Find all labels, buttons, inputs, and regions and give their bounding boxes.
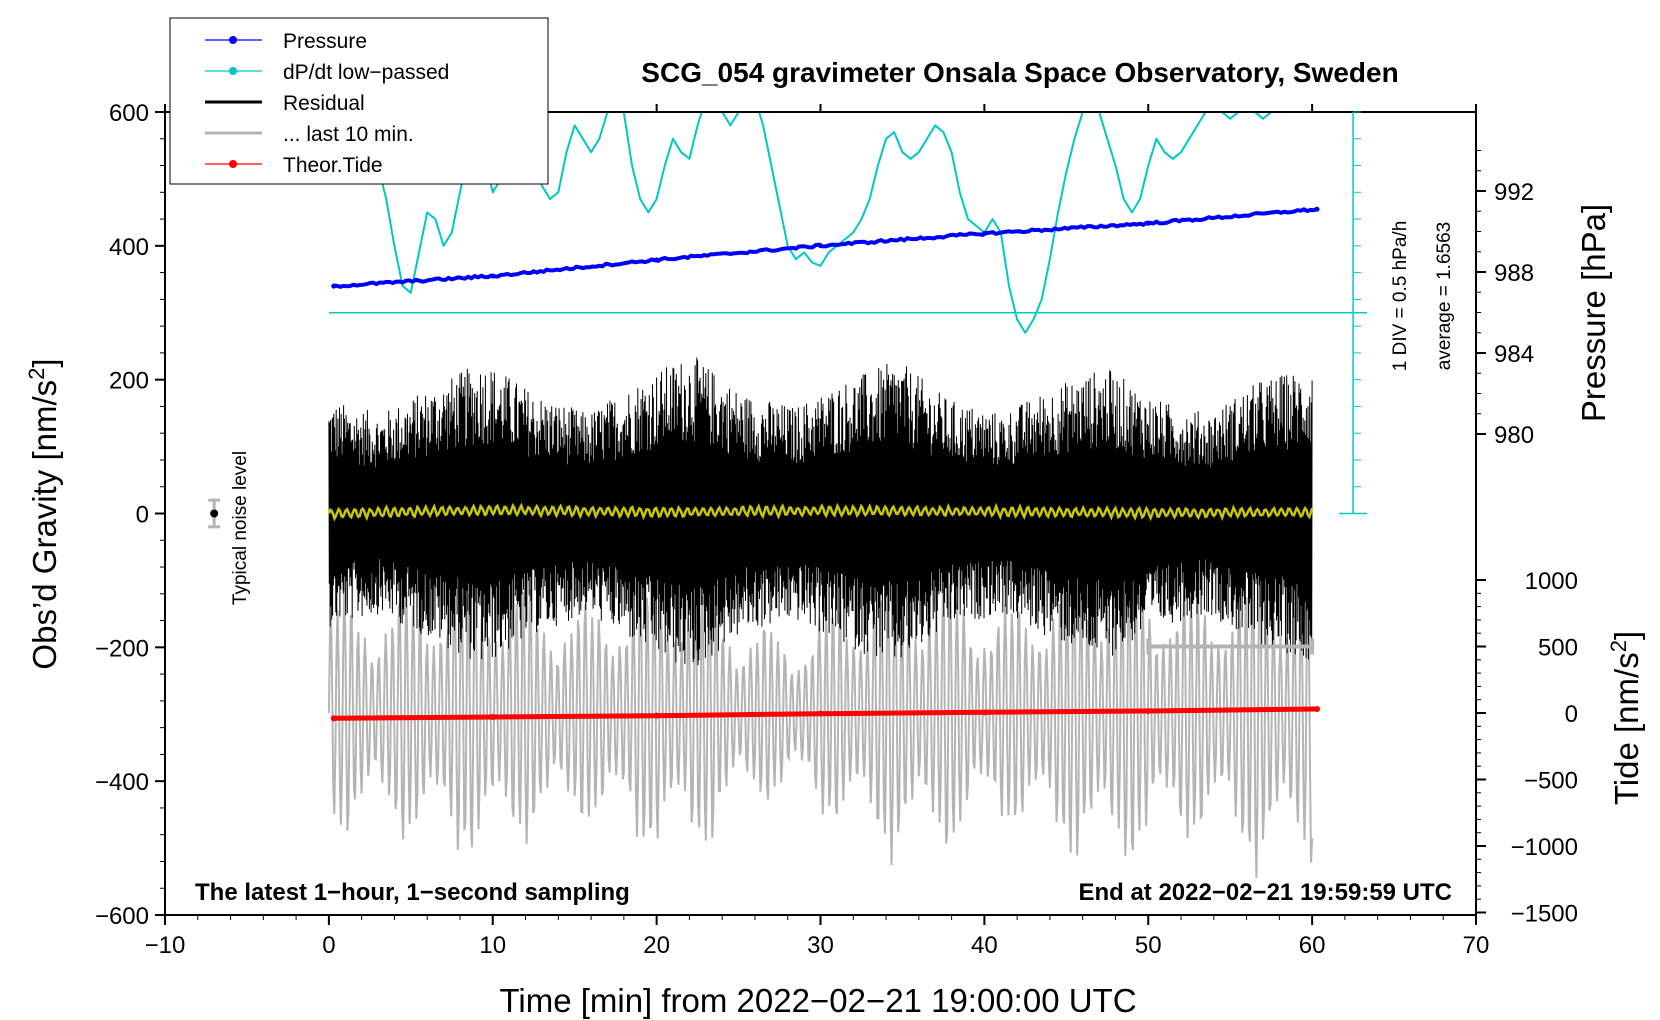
tide-point [330,715,337,722]
y-axis-title-tide: Tide [nm/s2] [1606,631,1645,805]
pressure-point [331,283,337,289]
legend: Pressure dP/dt low−passed Residual ... last… [169,17,549,185]
legend-dot [229,36,237,44]
legend-label: Theor.Tide [283,154,383,177]
y-axis-title-gravity: Obs’d Gravity [nm/s2] [24,358,63,669]
series-last-10-min [327,559,1314,879]
x-tick-label: 50 [1135,932,1162,959]
x-tick-label: 30 [807,932,834,959]
noise-level-marker [208,498,221,529]
pressure-point [1314,206,1320,212]
pressure-tick-label: 980 [1494,422,1534,449]
legend-dot [229,160,237,168]
y-axis-gravity: 600 400 200 0 −200 −400 −600 [95,100,165,930]
legend-label: Pressure [283,30,367,53]
x-tick-label: 20 [643,932,670,959]
dpdt-scale-label: 1 DIV = 0.5 hPa/h [1390,221,1411,372]
chart-title: SCG_054 gravimeter Onsala Space Observat… [641,57,1398,88]
tide-tick-label: −1000 [1511,834,1578,861]
pressure-point [654,257,660,263]
pressure-tick-label: 988 [1494,260,1534,287]
y-tick-label: −200 [95,635,149,662]
tide-tick-label: 1000 [1525,568,1578,595]
dpdt-scale [328,111,1368,515]
y-tick-label: 200 [109,368,149,395]
series-pressure [333,206,1318,289]
x-tick-label: 60 [1299,932,1326,959]
tide-tick-label: −1500 [1511,901,1578,928]
tide-point [1314,706,1321,713]
tide-point [817,710,824,717]
legend-label: dP/dt low−passed [283,61,449,84]
x-tick-label: 10 [479,932,506,959]
note-sampling: The latest 1−hour, 1−second sampling [195,879,630,906]
pressure-point [818,243,823,249]
series-residual-smoothed [327,502,1314,522]
tide-tick-label: −500 [1524,768,1578,795]
y-tick-label: 600 [109,100,149,127]
y-axis-title-pressure: Pressure [hPa] [1575,204,1612,422]
x-axis: −10 0 10 20 30 40 50 60 70 [145,104,1490,959]
noise-level-label: Typical noise level [230,451,251,605]
legend-label: ... last 10 min. [283,123,414,146]
tide-point [653,712,660,719]
y-tick-label: −400 [95,769,149,796]
noise-point [210,509,219,518]
pressure-point [1145,220,1151,226]
x-axis-title: Time [min] from 2022−02−21 19:00:00 UTC [499,982,1136,1019]
pressure-point [981,231,987,237]
y-tick-label: 0 [136,502,149,529]
x-tick-label: 40 [971,932,998,959]
y-tick-label: −600 [95,903,149,930]
dpdt-average-label: average = 1.6563 [1434,222,1455,370]
note-end-time: End at 2022−02−21 19:59:59 UTC [1078,879,1452,906]
x-tick-label: 70 [1463,932,1490,959]
legend-label: Residual [283,92,365,115]
series-residual [328,357,1313,666]
y-tick-label: 400 [109,234,149,261]
x-tick-label: 0 [322,932,335,959]
pressure-point [490,273,496,279]
y-axis-tide: 1000 500 0 −500 −1000 −1500 [1476,568,1578,928]
tide-tick-label: 500 [1538,635,1578,662]
pressure-tick-label: 992 [1494,179,1534,206]
x-tick-label: −10 [145,932,186,959]
tide-point [981,709,988,716]
tide-tick-label: 0 [1565,701,1578,728]
tide-point [489,713,496,720]
tide-point [1145,708,1152,715]
y-axis-pressure: 992 988 984 980 [1476,150,1534,449]
pressure-tick-label: 984 [1494,341,1534,368]
legend-dot [229,67,237,75]
